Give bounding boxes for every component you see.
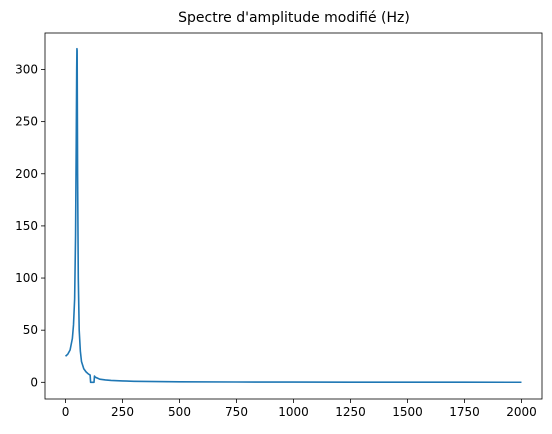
x-tick-label: 750 (225, 405, 248, 419)
x-tick-label: 500 (168, 405, 191, 419)
y-tick-label: 100 (15, 271, 38, 285)
x-tick-label: 2000 (506, 405, 537, 419)
axes: 0 250 500 750 1000 1250 1500 1750 2000 0 50 100 150 2… (15, 32, 543, 419)
x-tick-label: 1250 (335, 405, 366, 419)
y-tick-label: 0 (30, 375, 38, 389)
x-tick-label: 0 (62, 405, 70, 419)
plot-area (64, 47, 522, 384)
x-tick-label: 1000 (278, 405, 309, 419)
x-tick-label: 1500 (392, 405, 423, 419)
y-tick-label: 300 (15, 62, 38, 76)
x-tick-label: 1750 (449, 405, 480, 419)
y-tick-label: 50 (23, 323, 38, 337)
chart-title: Spectre d'amplitude modifié (Hz) (178, 10, 410, 26)
y-tick-label: 250 (15, 115, 38, 129)
plot-frame (44, 32, 543, 400)
y-tick-label: 200 (15, 167, 38, 181)
series-line-0 (64, 47, 522, 384)
y-tick-label: 150 (15, 219, 38, 233)
x-tick-label: 250 (111, 405, 134, 419)
